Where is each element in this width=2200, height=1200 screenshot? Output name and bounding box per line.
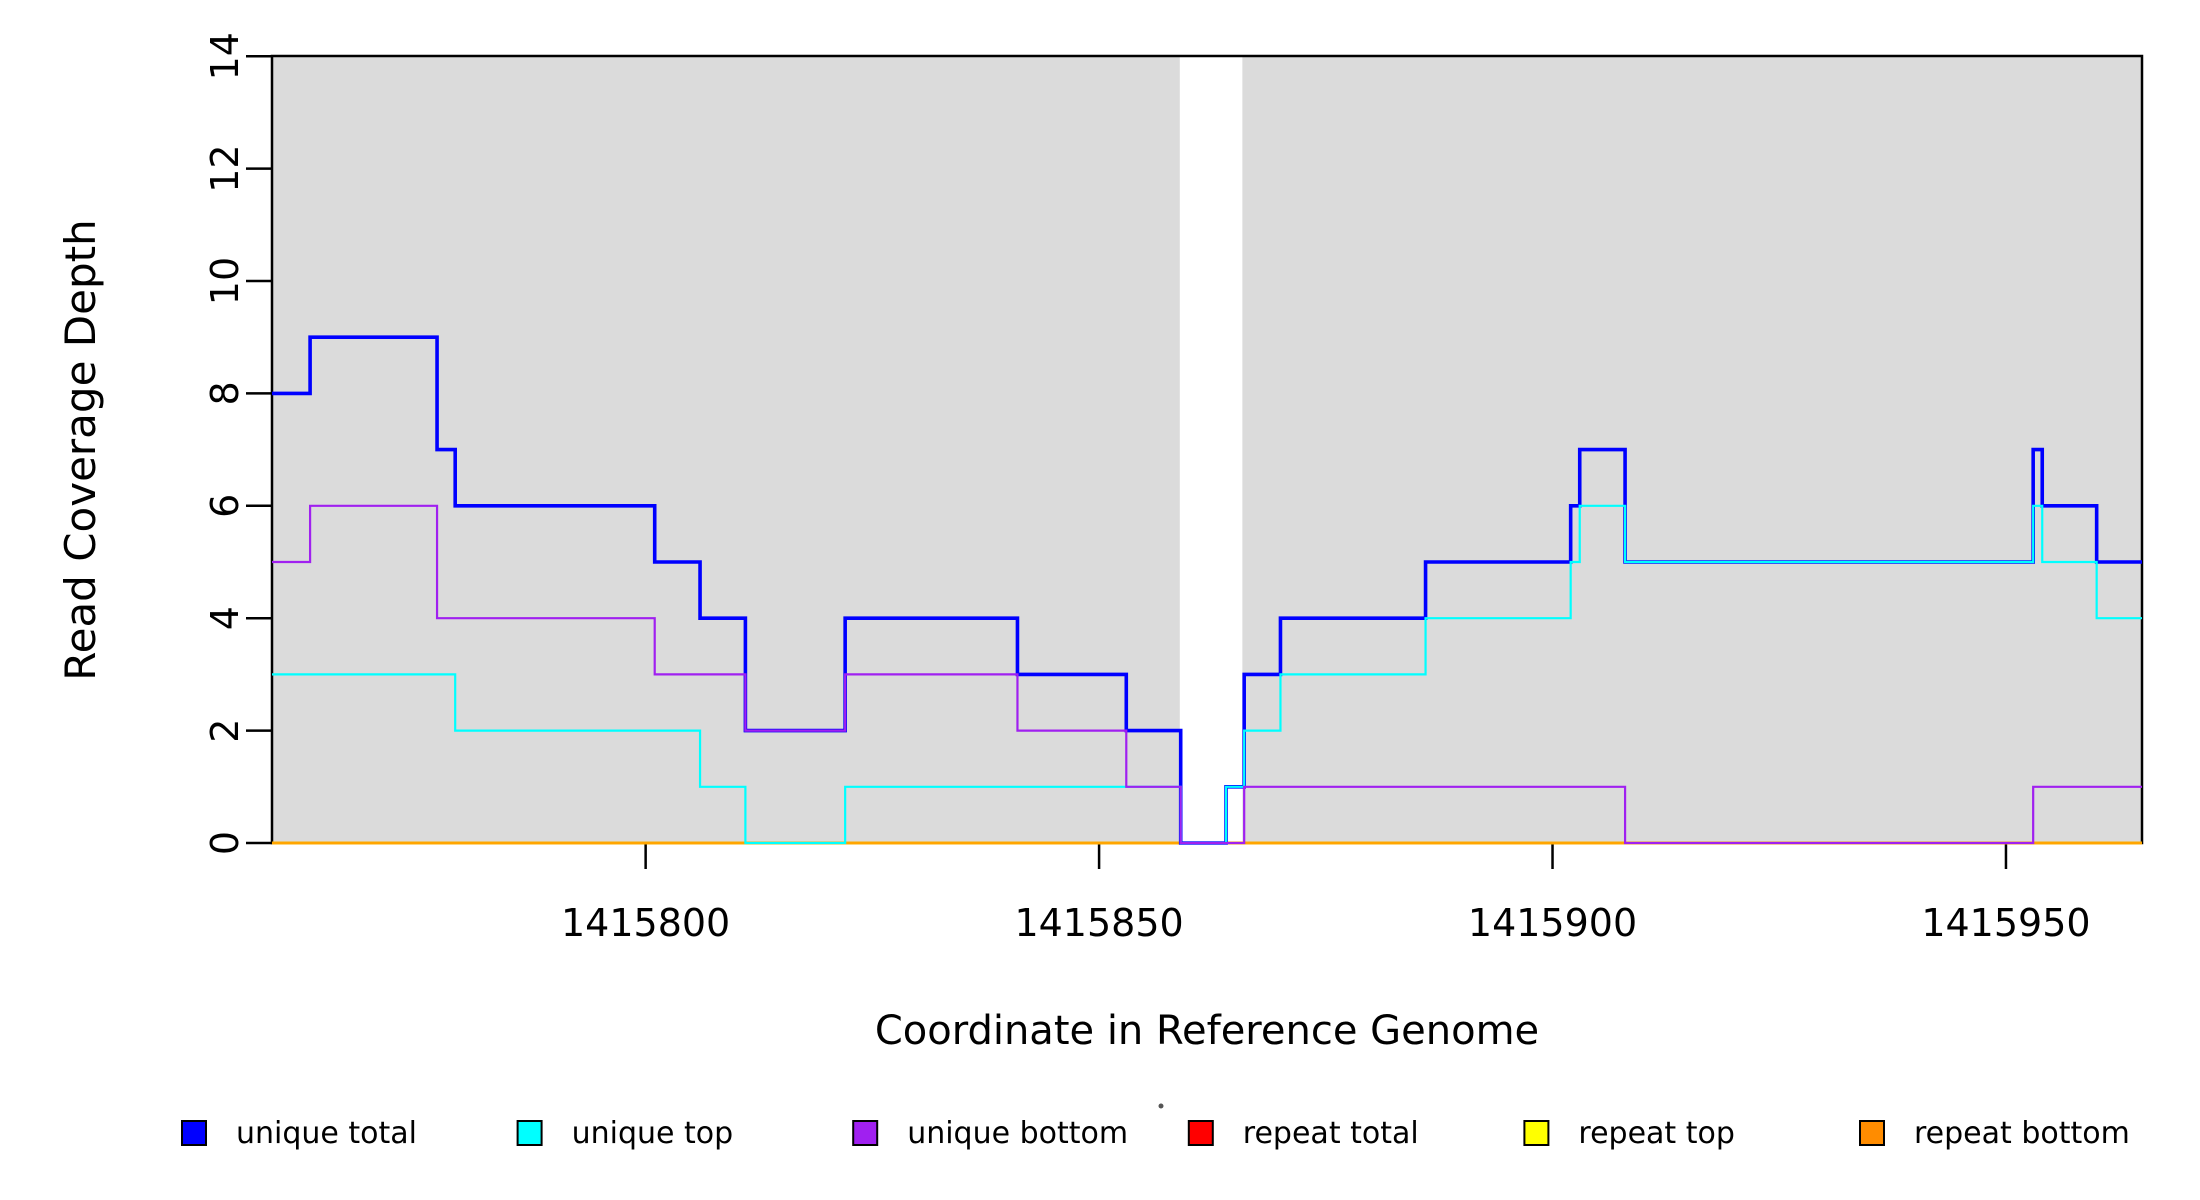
y-tick-label: 14	[203, 32, 247, 80]
legend-item-unique-bottom: unique bottom	[852, 1116, 1128, 1151]
legend-swatch	[1187, 1120, 1214, 1146]
legend-swatch	[1523, 1120, 1550, 1146]
legend-label: unique top	[572, 1116, 734, 1151]
legend-swatch	[1859, 1120, 1885, 1146]
y-tick-label: 4	[203, 606, 247, 630]
series-lines	[272, 335, 2142, 845]
y-tick-label: 10	[203, 257, 247, 305]
panel-background-regions	[272, 56, 2142, 843]
legend-swatch	[181, 1120, 207, 1146]
legend-swatch	[852, 1120, 879, 1146]
legend-label: unique bottom	[907, 1116, 1128, 1151]
legend-label: repeat bottom	[1914, 1116, 2130, 1151]
y-axis-ticks: 0 2 4 6 8 10 12 14	[203, 32, 272, 855]
legend-item-repeat-bottom: repeat bottom	[1859, 1116, 2130, 1151]
x-axis-title: Coordinate in Reference Genome	[875, 1008, 1539, 1054]
y-tick-label: 6	[203, 494, 247, 518]
series-line-unique-top	[272, 504, 2142, 845]
y-tick-label: 2	[203, 719, 247, 743]
x-tick-label: 1415950	[1921, 901, 2090, 945]
series-line-unique-bottom	[272, 504, 2142, 845]
legend-swatch	[516, 1120, 543, 1146]
stray-dot	[1158, 1103, 1164, 1109]
y-tick-label: 8	[203, 381, 247, 405]
legend-item-unique-total: unique total	[181, 1116, 417, 1151]
panel-shaded-region	[272, 56, 1180, 843]
panel-shaded-region	[1242, 56, 2142, 843]
legend-label: unique total	[236, 1116, 417, 1151]
legend-item-unique-top: unique top	[516, 1116, 734, 1151]
x-axis-ticks: 1415800 1415850 1415900 1415950	[561, 843, 2091, 945]
legend: unique total unique top unique bottom repea…	[181, 1116, 2130, 1151]
legend-label: repeat total	[1243, 1116, 1419, 1151]
legend-label: repeat top	[1578, 1116, 1734, 1151]
legend-item-repeat-total: repeat total	[1187, 1116, 1419, 1151]
y-tick-label: 0	[203, 831, 247, 855]
x-tick-label: 1415800	[561, 901, 730, 945]
y-tick-label: 12	[203, 144, 247, 192]
legend-item-repeat-top: repeat top	[1523, 1116, 1735, 1151]
x-tick-label: 1415900	[1468, 901, 1637, 945]
x-tick-label: 1415850	[1014, 901, 1183, 945]
y-axis-title: Read Coverage Depth	[56, 219, 105, 680]
